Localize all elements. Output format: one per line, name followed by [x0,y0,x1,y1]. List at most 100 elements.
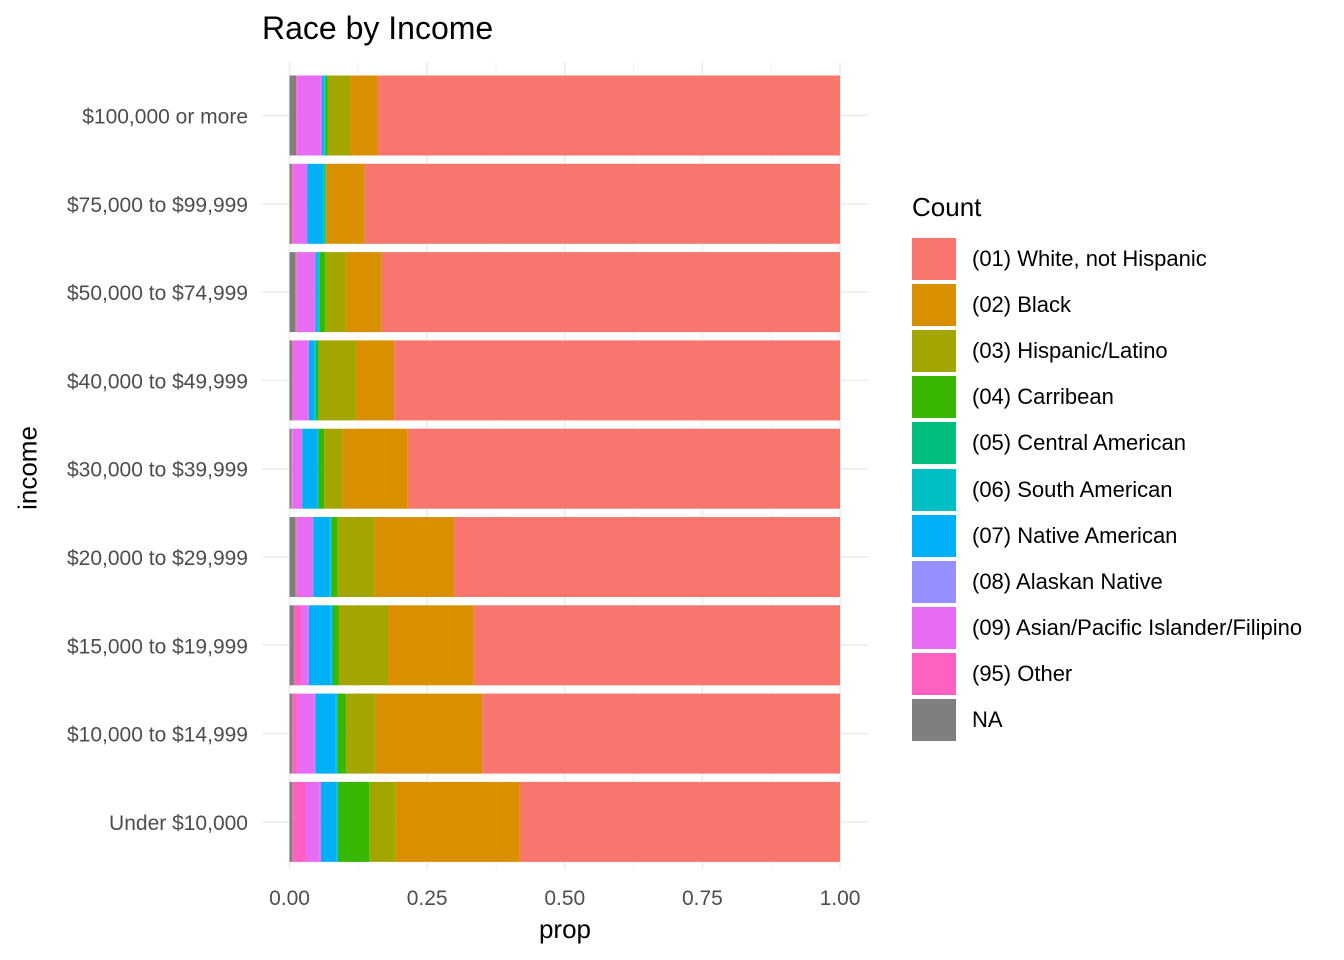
legend-key [912,560,956,603]
legend-label: (08) Alaskan Native [972,568,1163,594]
y-tick-label: $15,000 to $19,999 [67,635,248,658]
bar-6--03-hispanic-latino [338,605,389,686]
bar-3--04-carribean [316,340,319,421]
bar-0--01-white-not-hispanic [377,75,840,156]
legend-item: (95) Other [912,651,1072,697]
bar-7--06-south-american [335,693,337,774]
bar-8--02-black [395,781,520,862]
bar-7--09-asian-pacific-islander-filipino [297,693,315,774]
bar-5--03-hispanic-latino [337,517,375,597]
legend-key [912,514,956,557]
y-tick-label: $100,000 or more [82,106,248,129]
bar-7--03-hispanic-latino [346,693,375,774]
bar-8--95-other [292,781,307,862]
bar-7--04-carribean [337,693,347,774]
chart-title: Race by Income [262,10,494,46]
bar-8--06-south-american [336,781,338,862]
legend-item: (07) Native American [912,513,1177,559]
bar-2--07-native-american [315,252,318,333]
bar-4--03-hispanic-latino [324,428,343,509]
legend-item: (06) South American [912,467,1173,513]
x-tick-label: 0.00 [269,887,310,910]
bar-5-na [289,517,296,597]
legend-label: (95) Other [972,660,1073,686]
bar-4-na [289,428,292,509]
bar-5--01-white-not-hispanic [454,517,840,597]
legend-key [912,238,956,280]
bar-1--07-native-american [307,163,323,244]
legend-item: NA [912,697,1003,743]
legend-item: (03) Hispanic/Latino [912,328,1168,374]
bar-4--05-central-american [317,428,319,509]
bar-8--01-white-not-hispanic [519,781,840,862]
legend-item: (09) Asian/Pacific Islander/Filipino [912,605,1302,651]
bar-4--08-alaskan-native [301,428,303,509]
bar-8--08-alaskan-native [319,781,321,862]
bar-2--09-asian-pacific-islander-filipino [296,252,315,333]
legend-key [912,652,956,695]
legend-key [912,699,956,741]
legend-label: (04) Carribean [972,384,1114,410]
legend-key [912,606,956,649]
bar-5--04-carribean [331,517,338,597]
y-tick-label: $40,000 to $49,999 [67,370,248,393]
bar-7-na [289,693,293,774]
x-tick-label: 0.25 [407,887,448,910]
bar-1--09-asian-pacific-islander-filipino [293,163,307,244]
legend-label: (05) Central American [972,430,1186,456]
y-axis-label: income [12,426,43,510]
bar-7--95-other [292,693,298,774]
bar-3-na [289,340,293,421]
bar-0--07-native-american [321,75,324,156]
bar-7--08-alaskan-native [314,693,316,774]
bar-3--08-alaskan-native [307,340,309,421]
bar-0--02-black [350,75,378,156]
legend-label: (07) Native American [972,522,1178,548]
x-axis-label: prop [538,914,592,944]
bar-6--05-central-american [331,605,333,686]
bar-7--05-central-american [336,693,338,774]
legend-key [912,284,956,327]
bar-2--05-central-american [318,252,320,333]
bar-5--07-native-american [313,517,330,597]
legend-item: (05) Central American [912,420,1186,466]
bar-1--03-hispanic-latino [325,163,327,244]
bar-4--07-native-american [302,428,317,509]
bar-2--06-south-american [317,252,319,333]
bar-3--95-other [292,340,294,421]
bar-1--06-south-american [322,163,324,244]
bar-0--03-hispanic-latino [327,75,351,156]
bar-1--02-black [326,163,365,244]
legend-item: (02) Black [912,282,1071,328]
bar-8--04-carribean [338,781,370,862]
y-tick-label: $30,000 to $39,999 [67,459,248,482]
bar-8--07-native-american [320,781,337,862]
bar-2--08-alaskan-native [314,252,316,333]
bar-5--95-other [295,517,297,597]
x-tick-label: 0.75 [682,887,723,910]
bar-5--02-black [374,517,455,597]
legend-key [912,468,956,511]
bar-1--04-carribean [324,163,326,244]
bar-3--01-white-not-hispanic [394,340,840,421]
bar-8--03-hispanic-latino [369,781,396,862]
bar-5--05-central-american [330,517,332,597]
bar-5--09-asian-pacific-islander-filipino [296,517,313,597]
bar-6-na [289,605,294,686]
bar-3--07-native-american [308,340,315,421]
bar-7--07-native-american [315,693,336,774]
bar-4--95-other [291,428,293,509]
legend-key [912,376,956,419]
y-tick-label: $75,000 to $99,999 [67,194,248,217]
bar-5--06-south-american [329,517,331,597]
bar-4--06-south-american [316,428,318,509]
legend-item: (01) White, not Hispanic [912,236,1207,282]
bar-1--08-alaskan-native [306,163,308,244]
legend-label: (06) South American [972,476,1173,502]
bar-3--05-central-american [315,340,317,421]
legend-key [912,330,956,373]
bar-7--01-white-not-hispanic [482,693,840,774]
bar-6--95-other [293,605,301,686]
